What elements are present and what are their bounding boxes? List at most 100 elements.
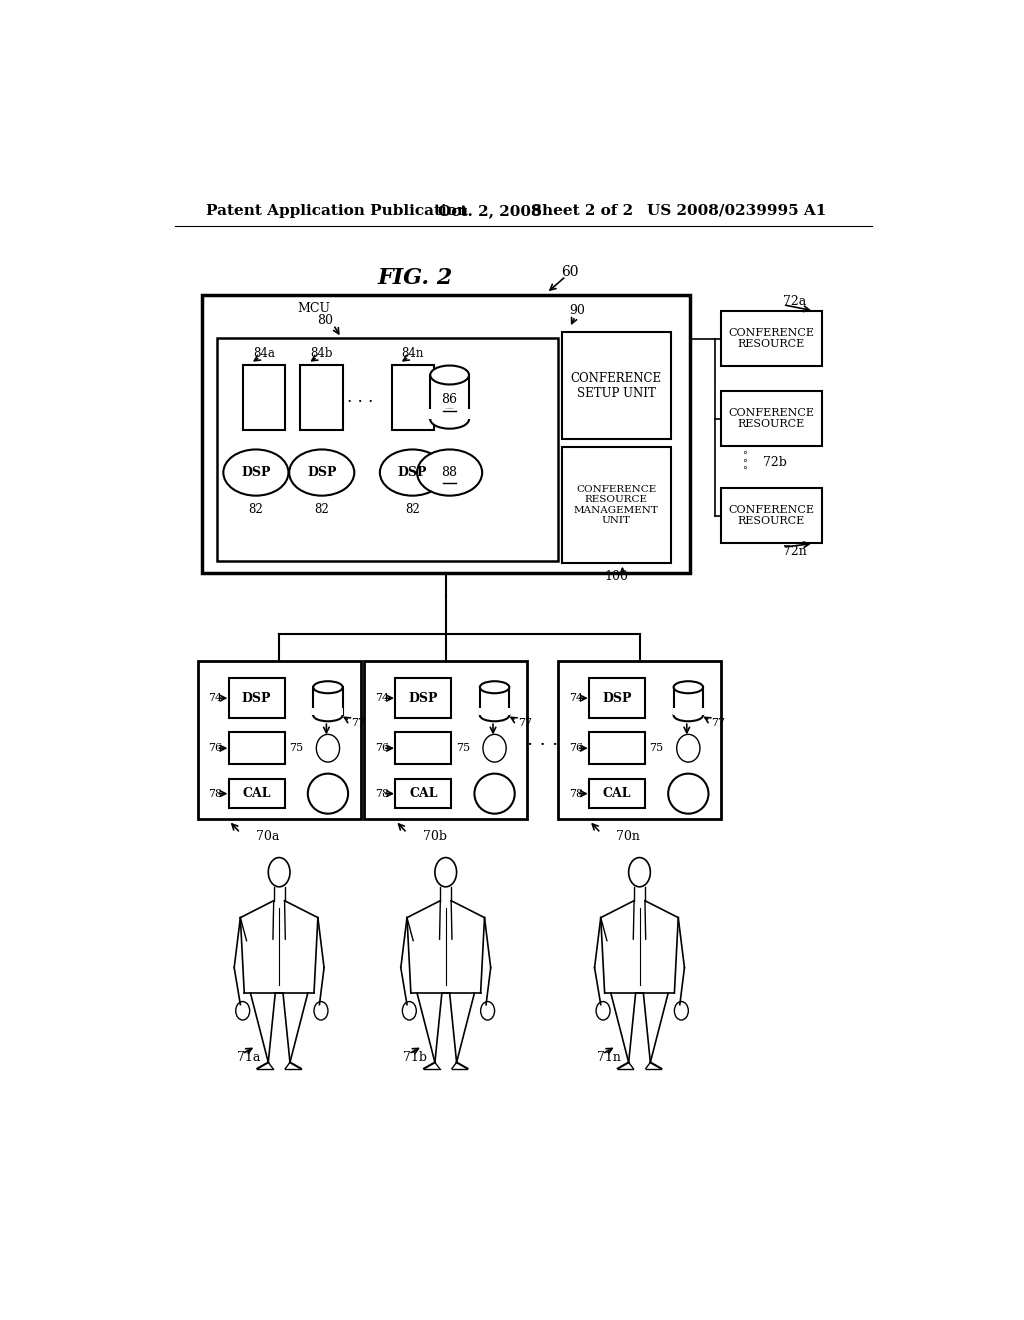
Text: °: °: [741, 451, 746, 461]
Text: CONFERENCE
RESOURCE: CONFERENCE RESOURCE: [728, 504, 814, 527]
Text: 75: 75: [456, 743, 470, 754]
Ellipse shape: [402, 1002, 417, 1020]
Text: 60: 60: [561, 265, 579, 280]
Text: 76: 76: [209, 743, 222, 754]
Bar: [562, 331, 671, 440]
Ellipse shape: [480, 709, 509, 721]
Ellipse shape: [677, 734, 700, 762]
Ellipse shape: [314, 1002, 328, 1020]
Ellipse shape: [223, 449, 289, 496]
Text: °: °: [741, 459, 746, 467]
Ellipse shape: [313, 709, 343, 721]
Bar: [589, 779, 645, 808]
Text: Patent Application Publication: Patent Application Publication: [206, 203, 468, 218]
Text: 70a: 70a: [256, 829, 280, 842]
Text: 71b: 71b: [403, 1051, 427, 1064]
Bar: [228, 678, 285, 718]
Text: 76: 76: [375, 743, 389, 754]
Text: 84a: 84a: [253, 347, 275, 360]
Text: 72n: 72n: [783, 545, 807, 557]
Text: DSP: DSP: [307, 466, 337, 479]
Text: CAL: CAL: [243, 787, 271, 800]
Bar: [391, 364, 434, 430]
Bar: [202, 296, 690, 573]
Text: 70b: 70b: [423, 829, 446, 842]
Text: 71n: 71n: [597, 1051, 621, 1064]
Ellipse shape: [474, 774, 515, 813]
Ellipse shape: [480, 1002, 495, 1020]
Bar: [589, 678, 645, 718]
Bar: [228, 733, 285, 764]
Text: 77: 77: [518, 718, 531, 727]
Ellipse shape: [313, 681, 343, 693]
Text: 82: 82: [406, 503, 420, 516]
Ellipse shape: [480, 681, 509, 693]
Text: 74: 74: [209, 693, 222, 704]
Text: 74: 74: [375, 693, 389, 704]
Bar: [198, 661, 360, 818]
Text: CAL: CAL: [409, 787, 437, 800]
Bar: [313, 688, 343, 715]
Bar: [721, 488, 821, 544]
Ellipse shape: [308, 774, 348, 813]
Text: 84n: 84n: [401, 347, 424, 360]
Text: 86: 86: [441, 393, 458, 407]
Bar: [674, 688, 703, 715]
Ellipse shape: [596, 1002, 610, 1020]
Ellipse shape: [268, 858, 290, 887]
Text: Sheet 2 of 2: Sheet 2 of 2: [531, 203, 633, 218]
Bar: [430, 375, 469, 420]
Ellipse shape: [629, 858, 650, 887]
Text: 80: 80: [317, 314, 334, 326]
Ellipse shape: [236, 1002, 250, 1020]
Text: 84b: 84b: [310, 347, 333, 360]
Bar: [721, 312, 821, 367]
Text: DSP: DSP: [242, 692, 271, 705]
Text: DSP: DSP: [602, 692, 632, 705]
Ellipse shape: [289, 449, 354, 496]
Bar: [558, 661, 721, 818]
Bar: [228, 779, 285, 808]
Ellipse shape: [417, 449, 482, 496]
Text: 77: 77: [351, 718, 366, 727]
Text: 100: 100: [604, 570, 629, 583]
Text: 75: 75: [649, 743, 664, 754]
Ellipse shape: [430, 409, 469, 429]
Bar: [395, 678, 452, 718]
Text: 71a: 71a: [237, 1051, 260, 1064]
Text: 78: 78: [568, 788, 583, 799]
Bar: [589, 733, 645, 764]
Text: DSP: DSP: [397, 466, 427, 479]
Text: CONFERENCE
RESOURCE
MANAGEMENT
UNIT: CONFERENCE RESOURCE MANAGEMENT UNIT: [573, 484, 658, 525]
Text: 76: 76: [568, 743, 583, 754]
Text: 78: 78: [375, 788, 389, 799]
Text: CONFERENCE
RESOURCE: CONFERENCE RESOURCE: [728, 327, 814, 350]
Text: 72a: 72a: [783, 296, 806, 308]
Ellipse shape: [674, 709, 703, 721]
Text: 74: 74: [568, 693, 583, 704]
Text: 90: 90: [569, 305, 586, 317]
Text: FIG. 2: FIG. 2: [377, 267, 453, 289]
Ellipse shape: [669, 774, 709, 813]
Ellipse shape: [675, 1002, 688, 1020]
Bar: [243, 364, 286, 430]
Text: CAL: CAL: [603, 787, 631, 800]
Text: CONFERENCE
RESOURCE: CONFERENCE RESOURCE: [728, 408, 814, 429]
Text: Oct. 2, 2008: Oct. 2, 2008: [438, 203, 542, 218]
Text: 88: 88: [441, 466, 458, 479]
Bar: [673, 709, 703, 715]
Bar: [395, 779, 452, 808]
Ellipse shape: [483, 734, 506, 762]
Text: °: °: [741, 466, 746, 475]
Text: MCU: MCU: [298, 302, 331, 315]
Ellipse shape: [430, 366, 469, 384]
Ellipse shape: [674, 681, 703, 693]
Bar: [480, 688, 509, 715]
Text: . . .: . . .: [347, 388, 374, 405]
Text: 77: 77: [712, 718, 726, 727]
Bar: [721, 391, 821, 446]
Text: 82: 82: [314, 503, 329, 516]
Text: DSP: DSP: [409, 692, 438, 705]
Text: US 2008/0239995 A1: US 2008/0239995 A1: [647, 203, 826, 218]
Bar: [395, 733, 452, 764]
